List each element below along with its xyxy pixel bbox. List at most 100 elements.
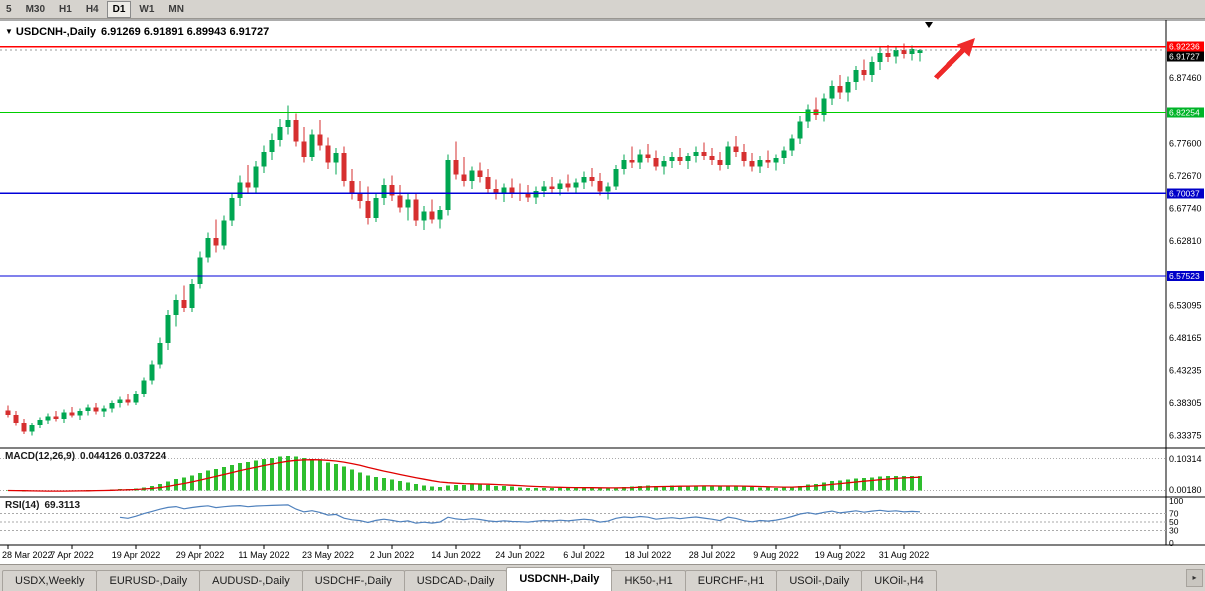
macd-axis-label: 0.10314 (1169, 454, 1202, 464)
candle-body (61, 412, 67, 419)
candle-body (453, 159, 459, 175)
chart-tab-eurchf-h1[interactable]: EURCHF-,H1 (684, 570, 778, 591)
date-axis-label[interactable]: 11 May 2022 (238, 550, 289, 560)
candle-body (365, 200, 371, 218)
price-box-text-blue-level-1: 6.70037 (1169, 188, 1200, 198)
macd-bar (230, 464, 234, 491)
timeframe-button-d1[interactable]: D1 (106, 0, 132, 18)
candle-body (773, 157, 779, 163)
candle-body (341, 153, 347, 181)
macd-bar (854, 478, 858, 491)
date-axis-label[interactable]: 9 Aug 2022 (753, 550, 799, 560)
price-axis-label: 6.62810 (1169, 236, 1202, 246)
chart-tab-usdchf-daily[interactable]: USDCHF-,Daily (301, 570, 405, 591)
date-axis-label[interactable]: 2 Jun 2022 (370, 550, 415, 560)
candle-body (613, 169, 619, 187)
trend-arrow-annotation[interactable] (934, 38, 975, 80)
candle-body (165, 315, 171, 343)
chart-tab-audusd-daily[interactable]: AUDUSD-,Daily (199, 570, 303, 591)
chart-window[interactable]: 6.87460 6.77600 6.72670 6.67740 6.62810 6.530… (0, 19, 1205, 564)
candle-body (293, 120, 299, 142)
candle-body (85, 407, 91, 411)
timeframe-button-h1[interactable]: H1 (59, 3, 72, 15)
candle-body (405, 199, 411, 208)
candle-body (781, 150, 787, 158)
macd-bar (702, 485, 706, 491)
date-axis-label[interactable]: 6 Jul 2022 (563, 550, 605, 560)
candle-body (381, 184, 387, 199)
timeframe-button-mn[interactable]: MN (168, 3, 184, 15)
macd-bar (318, 460, 322, 491)
macd-bar (830, 481, 834, 491)
timeframe-button-h4[interactable]: H4 (85, 3, 99, 15)
macd-bar (502, 486, 506, 491)
timeframe-button-m30[interactable]: M30 (25, 3, 46, 15)
macd-bar (310, 458, 314, 491)
chart-tab-usoil-daily[interactable]: USOil-,Daily (776, 570, 863, 591)
date-axis-label[interactable]: 29 Apr 2022 (176, 550, 225, 560)
price-axis-label: 6.33375 (1169, 431, 1202, 441)
candle-body (549, 186, 555, 189)
candle-body (581, 177, 587, 183)
timeframe-button-w1[interactable]: W1 (139, 3, 155, 15)
candle-body (309, 134, 315, 158)
candle-body (485, 177, 491, 189)
chart-tab-eurusd-daily[interactable]: EURUSD-,Daily (96, 570, 201, 591)
date-axis-label[interactable]: 28 Jul 2022 (689, 550, 736, 560)
candle-body (5, 410, 11, 415)
candle-body (589, 177, 595, 181)
tab-scroll-button[interactable]: ▸ (1186, 569, 1203, 587)
date-axis-label[interactable]: 7 Apr 2022 (50, 550, 94, 560)
candle-body (213, 237, 219, 246)
macd-bar (822, 482, 826, 491)
timeframe-button-5[interactable]: 5 (6, 3, 12, 15)
date-axis-label[interactable]: 18 Jul 2022 (625, 550, 672, 560)
chart-tab-hk50-h1[interactable]: HK50-,H1 (611, 570, 686, 591)
macd-bar (294, 456, 298, 491)
macd-bar (582, 487, 586, 491)
macd-bar (654, 485, 658, 491)
date-axis-label[interactable]: 31 Aug 2022 (879, 550, 930, 560)
macd-bar (414, 484, 418, 491)
candle-body (189, 284, 195, 308)
date-axis-label[interactable]: 19 Aug 2022 (815, 550, 866, 560)
chart-tab-usdcad-daily[interactable]: USDCAD-,Daily (403, 570, 508, 591)
candle-body (197, 257, 203, 284)
rsi-axis-label: 30 (1169, 525, 1179, 535)
chart-shift-marker-icon[interactable] (925, 22, 933, 28)
macd-bar (886, 476, 890, 491)
chart-tab-ukoil-h4[interactable]: UKOil-,H4 (861, 570, 937, 591)
candle-body (253, 166, 259, 188)
candle-body (37, 420, 43, 425)
macd-bar (246, 461, 250, 491)
candle-body (445, 159, 451, 210)
price-box-text-bid: 6.91727 (1169, 52, 1200, 62)
price-box-resistance (1167, 41, 1204, 52)
candle-body (541, 186, 547, 191)
macd-bar (918, 476, 922, 491)
date-axis-label[interactable]: 14 Jun 2022 (431, 550, 481, 560)
price-box-green-level (1167, 107, 1204, 118)
candle-body (893, 50, 899, 57)
macd-bar (374, 477, 378, 491)
chart-canvas[interactable]: 6.87460 6.77600 6.72670 6.67740 6.62810 6.530… (0, 19, 1205, 564)
macd-bar (662, 485, 666, 491)
date-axis-label[interactable]: 24 Jun 2022 (495, 550, 545, 560)
price-box-blue-level-2 (1167, 271, 1204, 281)
candle-body (757, 159, 763, 167)
date-axis-label[interactable]: 19 Apr 2022 (112, 550, 161, 560)
date-axis-label[interactable]: 23 May 2022 (302, 550, 354, 560)
rsi-axis-label: 70 (1169, 509, 1179, 519)
chart-tab-usdx-weekly[interactable]: USDX,Weekly (2, 570, 98, 591)
macd-bar (902, 475, 906, 491)
macd-bar (470, 484, 474, 491)
chart-tab-usdcnh-daily[interactable]: USDCNH-,Daily (506, 567, 613, 591)
macd-bar (542, 488, 546, 491)
date-axis-label[interactable]: 28 Mar 2022 (2, 550, 53, 560)
macd-bar (694, 485, 698, 491)
candle-body (133, 393, 139, 403)
candle-body (621, 159, 627, 170)
candle-body (917, 49, 923, 53)
candle-body (765, 159, 771, 163)
